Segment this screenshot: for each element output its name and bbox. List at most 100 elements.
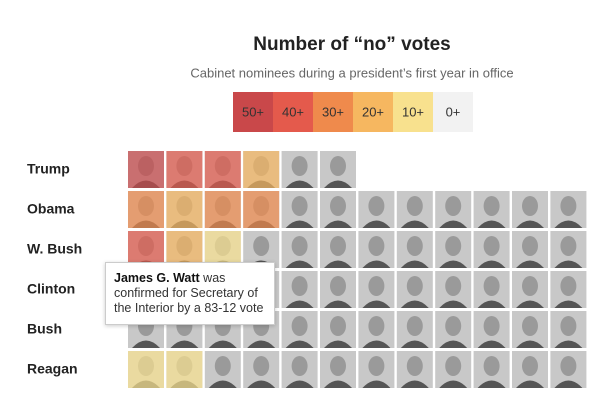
- nominee-photo: [320, 271, 356, 308]
- photo-head: [368, 236, 385, 256]
- photo-head: [330, 276, 346, 296]
- photo-tint: [166, 231, 203, 268]
- nominee-photo: [435, 191, 472, 228]
- photo-body: [477, 260, 506, 268]
- photo-tint: [166, 191, 203, 228]
- legend-label: 10+: [402, 104, 424, 119]
- photo-body: [247, 380, 276, 388]
- photo-head: [560, 276, 577, 296]
- nominee-photo: [550, 191, 587, 228]
- photo-head: [368, 276, 385, 296]
- photo-head: [406, 196, 423, 216]
- nominee-photo: [435, 351, 472, 388]
- photo-body: [477, 380, 506, 388]
- photo-body: [477, 220, 506, 228]
- photo-body: [208, 340, 237, 348]
- photo-head: [368, 196, 385, 216]
- photo-tint: [204, 191, 241, 228]
- nominee-photo: [320, 311, 356, 348]
- photo-head: [330, 316, 346, 336]
- photo-head: [253, 236, 270, 256]
- nominee-photo: [512, 351, 548, 388]
- photo-head: [445, 356, 462, 376]
- nominee-photo: [320, 191, 356, 228]
- photo-body: [400, 340, 429, 348]
- photo-body: [439, 220, 468, 228]
- photo-head: [214, 356, 231, 376]
- nominee-photo: [435, 311, 472, 348]
- photo-body: [285, 380, 314, 388]
- photo-tint: [243, 151, 280, 188]
- nominee-photo: [281, 191, 318, 228]
- photo-head: [291, 196, 308, 216]
- photo-tint: [128, 191, 164, 228]
- photo-body: [132, 340, 160, 348]
- legend-swatch: [233, 92, 273, 132]
- nominee-photo: [243, 351, 280, 388]
- subtitle: Cabinet nominees during a president’s fi…: [190, 65, 513, 80]
- nominee-photo: [473, 351, 510, 388]
- photo-head: [445, 196, 462, 216]
- nominee-photo: [473, 271, 510, 308]
- nominee-photo: [512, 271, 548, 308]
- photo-body: [516, 340, 544, 348]
- nominee-photo: [473, 311, 510, 348]
- photo-head: [522, 236, 538, 256]
- photo-body: [516, 380, 544, 388]
- photo-head: [522, 276, 538, 296]
- photo-head: [445, 316, 462, 336]
- nominee-photo: [320, 231, 356, 268]
- photo-body: [362, 260, 391, 268]
- nominee-photo: [358, 191, 395, 228]
- row-label: W. Bush: [27, 241, 82, 257]
- photo-head: [406, 356, 423, 376]
- nominee-photo: [550, 271, 587, 308]
- photo-tint: [128, 351, 164, 388]
- photo-body: [285, 300, 314, 308]
- photo-head: [560, 356, 577, 376]
- nominee-photo: [243, 151, 280, 188]
- photo-head: [291, 156, 308, 176]
- photo-head: [368, 356, 385, 376]
- row-label: Reagan: [27, 361, 78, 377]
- tooltip: James G. Watt was confirmed for Secretar…: [105, 262, 275, 325]
- photo-body: [400, 300, 429, 308]
- photo-body: [400, 260, 429, 268]
- nominee-photo: [473, 191, 510, 228]
- photo-tint: [128, 231, 164, 268]
- photo-head: [330, 356, 346, 376]
- photo-body: [516, 300, 544, 308]
- photo-body: [324, 220, 352, 228]
- photo-tint: [166, 351, 203, 388]
- photo-head: [253, 356, 270, 376]
- nominee-photo: [512, 231, 548, 268]
- row-label: Clinton: [27, 281, 75, 297]
- nominee-photo: [435, 271, 472, 308]
- nominee-photo: [396, 191, 433, 228]
- photo-head: [522, 356, 538, 376]
- nominee-photo: [128, 151, 164, 188]
- photo-body: [400, 220, 429, 228]
- legend-swatch: [313, 92, 353, 132]
- nominee-photo: [396, 231, 433, 268]
- photo-body: [362, 300, 391, 308]
- nominee-photo: [358, 311, 395, 348]
- row-label: Obama: [27, 201, 75, 217]
- photo-body: [324, 180, 352, 188]
- nominee-photo: [204, 191, 241, 228]
- photo-head: [330, 236, 346, 256]
- row-label: Bush: [27, 321, 62, 337]
- tooltip-text: was confirmed for Secretary of the Inter…: [114, 271, 264, 315]
- photo-body: [439, 340, 468, 348]
- photo-head: [291, 236, 308, 256]
- nominee-photo: [358, 351, 395, 388]
- photo-body: [170, 340, 199, 348]
- photo-head: [522, 196, 538, 216]
- photo-head: [522, 316, 538, 336]
- photo-body: [516, 260, 544, 268]
- photo-body: [477, 340, 506, 348]
- photo-body: [554, 300, 583, 308]
- photo-body: [400, 380, 429, 388]
- photo-body: [285, 180, 314, 188]
- nominee-photo: [166, 351, 203, 388]
